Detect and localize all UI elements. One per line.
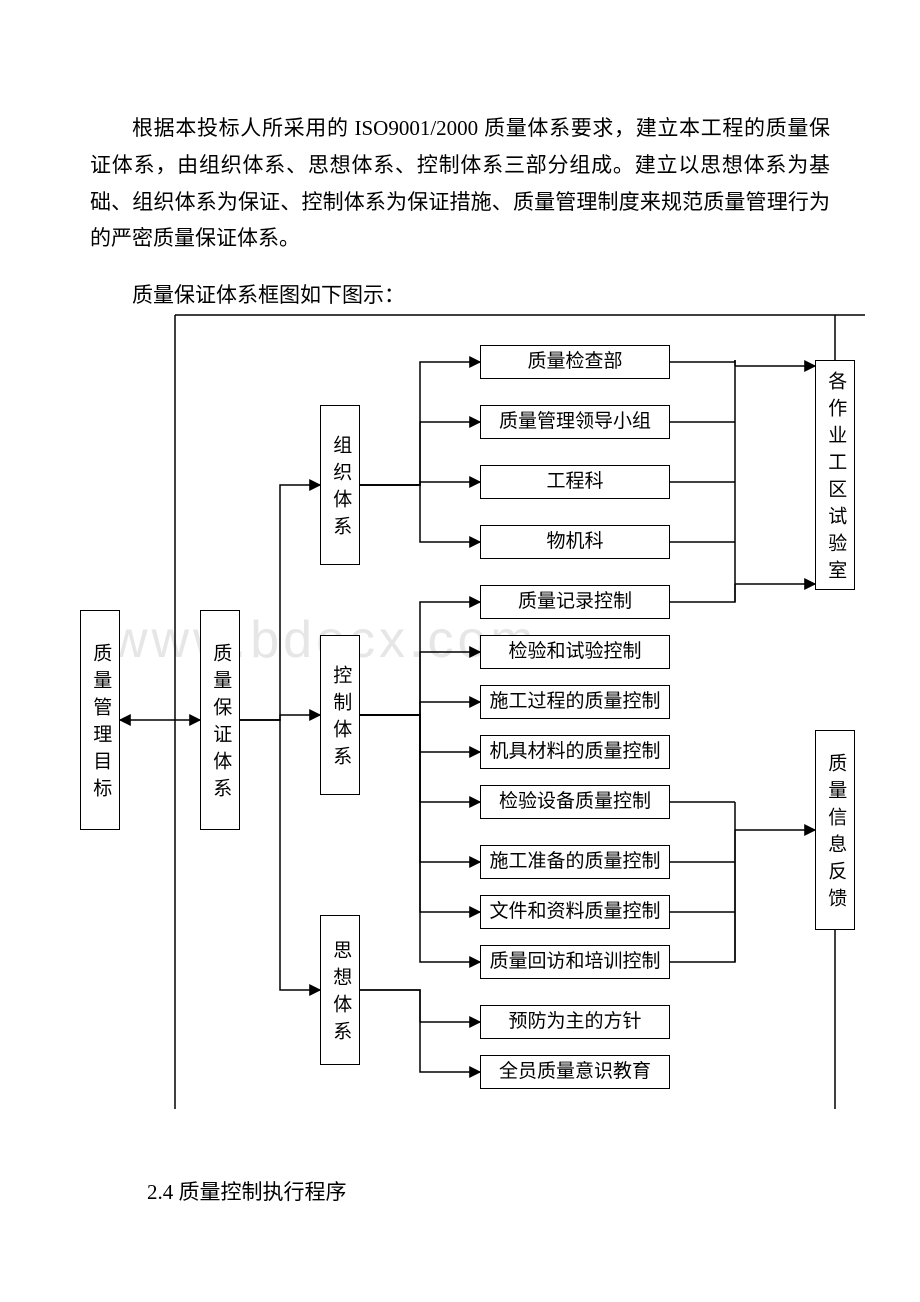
diagram-edges [70,310,865,1109]
node-insp: 质量检查部 [480,345,670,379]
node-rec: 质量记录控制 [480,585,670,619]
node-equip: 检验设备质量控制 [480,785,670,819]
node-ctrl: 控制体系 [320,635,360,795]
node-eng: 工程科 [480,465,670,499]
node-mat: 物机科 [480,525,670,559]
node-tool: 机具材料的质量控制 [480,735,670,769]
node-train: 质量回访和培训控制 [480,945,670,979]
qa-system-diagram: www.bdocx.com 质量管理目标质量保证体系组织体系控制体系思想体系各作… [70,310,865,1109]
node-thought: 思想体系 [320,915,360,1065]
node-prep: 施工准备的质量控制 [480,845,670,879]
node-goal: 质量管理目标 [80,610,120,830]
node-proc: 施工过程的质量控制 [480,685,670,719]
node-sys: 质量保证体系 [200,610,240,830]
node-rooms: 各作业工区试验室 [815,360,855,590]
node-lead: 质量管理领导小组 [480,405,670,439]
paragraph-caption: 质量保证体系框图如下图示： [90,277,830,314]
page: 根据本投标人所采用的 ISO9001/2000 质量体系要求，建立本工程的质量保… [0,0,920,1302]
node-org: 组织体系 [320,405,360,565]
node-test: 检验和试验控制 [480,635,670,669]
paragraph-intro: 根据本投标人所采用的 ISO9001/2000 质量体系要求，建立本工程的质量保… [90,110,830,257]
node-feedback: 质量信息反馈 [815,730,855,930]
node-prev: 预防为主的方针 [480,1005,670,1039]
section-heading: 2.4 质量控制执行程序 [147,1176,347,1206]
node-edu: 全员质量意识教育 [480,1055,670,1089]
node-doc: 文件和资料质量控制 [480,895,670,929]
